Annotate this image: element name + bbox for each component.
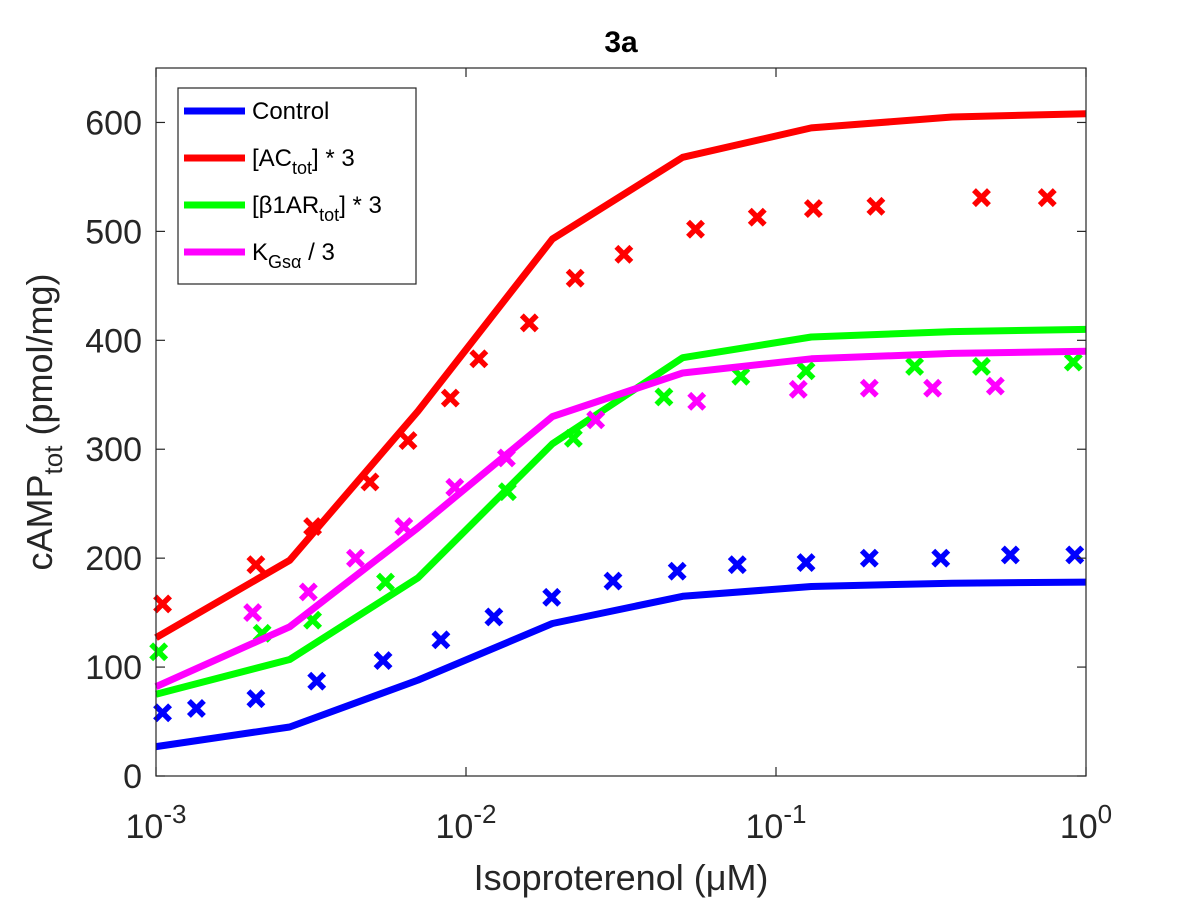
y-tick-label: 300 bbox=[85, 431, 142, 469]
y-axis-title-main: cAMP bbox=[19, 474, 60, 570]
data-point bbox=[686, 219, 705, 239]
data-point bbox=[519, 313, 539, 333]
data-point bbox=[803, 199, 823, 218]
chart-title: 3a bbox=[604, 26, 638, 59]
data-point bbox=[667, 561, 687, 581]
data-point bbox=[788, 379, 808, 399]
data-point bbox=[243, 603, 263, 623]
data-point bbox=[563, 428, 583, 448]
legend: Control [ACtot] * 3 [β1ARtot] * 3 KGsα / 3 bbox=[177, 87, 417, 285]
data-point bbox=[1063, 352, 1083, 372]
y-axis-title-unit: (pmol/mg) bbox=[19, 274, 60, 446]
data-point bbox=[149, 642, 169, 662]
data-point bbox=[153, 594, 173, 614]
data-point bbox=[398, 431, 418, 450]
y-tick-label: 500 bbox=[85, 213, 142, 251]
data-point bbox=[614, 244, 634, 264]
data-point bbox=[1065, 545, 1085, 565]
legend-label-2: [β1ARtot] * 3 bbox=[252, 192, 382, 225]
data-point bbox=[431, 630, 451, 650]
data-point bbox=[469, 349, 489, 369]
data-point bbox=[972, 188, 991, 208]
data-point bbox=[727, 555, 747, 575]
data-point bbox=[1000, 545, 1020, 565]
data-point bbox=[542, 587, 562, 607]
data-point bbox=[246, 555, 266, 575]
data-point bbox=[731, 366, 751, 386]
data-point bbox=[972, 357, 991, 376]
x-tick-label: 10-1 bbox=[746, 799, 807, 846]
data-point bbox=[905, 357, 925, 376]
data-point bbox=[796, 553, 816, 572]
data-point bbox=[985, 376, 1005, 396]
data-point bbox=[346, 548, 365, 568]
data-point bbox=[1037, 188, 1057, 208]
data-point bbox=[796, 361, 816, 381]
data-point bbox=[859, 378, 879, 398]
data-point bbox=[153, 703, 173, 723]
axis-ticks: 0 100 200 300 400 500 600 10-3 10-2 10-1 100 bbox=[85, 68, 1112, 846]
x-tick-label: 10-3 bbox=[126, 799, 187, 846]
legend-label-3: KGsα / 3 bbox=[252, 239, 335, 272]
data-point bbox=[687, 391, 707, 411]
data-point bbox=[747, 207, 767, 227]
series-line-3 bbox=[154, 347, 1087, 690]
data-point bbox=[603, 571, 623, 591]
y-tick-label: 400 bbox=[85, 322, 142, 360]
data-point bbox=[246, 689, 266, 709]
data-point bbox=[376, 572, 395, 592]
data-point bbox=[445, 477, 465, 497]
legend-label-1: [ACtot] * 3 bbox=[252, 145, 355, 178]
series-line-1 bbox=[154, 110, 1087, 641]
legend-label-0: Control bbox=[252, 98, 329, 125]
series-layer bbox=[149, 110, 1087, 751]
data-point bbox=[186, 699, 206, 718]
data-point bbox=[307, 671, 327, 691]
data-point bbox=[440, 388, 460, 408]
y-axis-title: cAMPtot (pmol/mg) bbox=[19, 274, 68, 571]
data-point bbox=[373, 651, 393, 670]
data-point bbox=[866, 196, 886, 216]
series-line-2 bbox=[155, 325, 1087, 698]
x-axis-title: Isoproterenol (μM) bbox=[474, 857, 769, 898]
series-line-0 bbox=[155, 578, 1087, 751]
data-point bbox=[298, 582, 318, 602]
data-point bbox=[394, 517, 414, 537]
x-tick-label: 10-2 bbox=[436, 799, 497, 846]
data-point bbox=[303, 517, 323, 537]
data-point bbox=[931, 548, 951, 568]
data-point bbox=[360, 472, 380, 492]
y-tick-label: 200 bbox=[85, 540, 142, 578]
data-point bbox=[654, 387, 674, 407]
y-axis-title-sub: tot bbox=[38, 445, 68, 475]
data-point bbox=[859, 548, 879, 568]
y-tick-label: 600 bbox=[85, 104, 142, 142]
plot-frame bbox=[155, 67, 1087, 777]
data-point bbox=[586, 410, 606, 430]
data-point bbox=[496, 448, 516, 468]
data-point bbox=[484, 607, 504, 627]
data-point bbox=[923, 378, 943, 398]
data-point bbox=[565, 268, 585, 288]
y-tick-label: 0 bbox=[123, 758, 142, 796]
y-tick-label: 100 bbox=[85, 649, 142, 687]
x-tick-label: 100 bbox=[1060, 799, 1112, 846]
data-point bbox=[497, 482, 517, 502]
